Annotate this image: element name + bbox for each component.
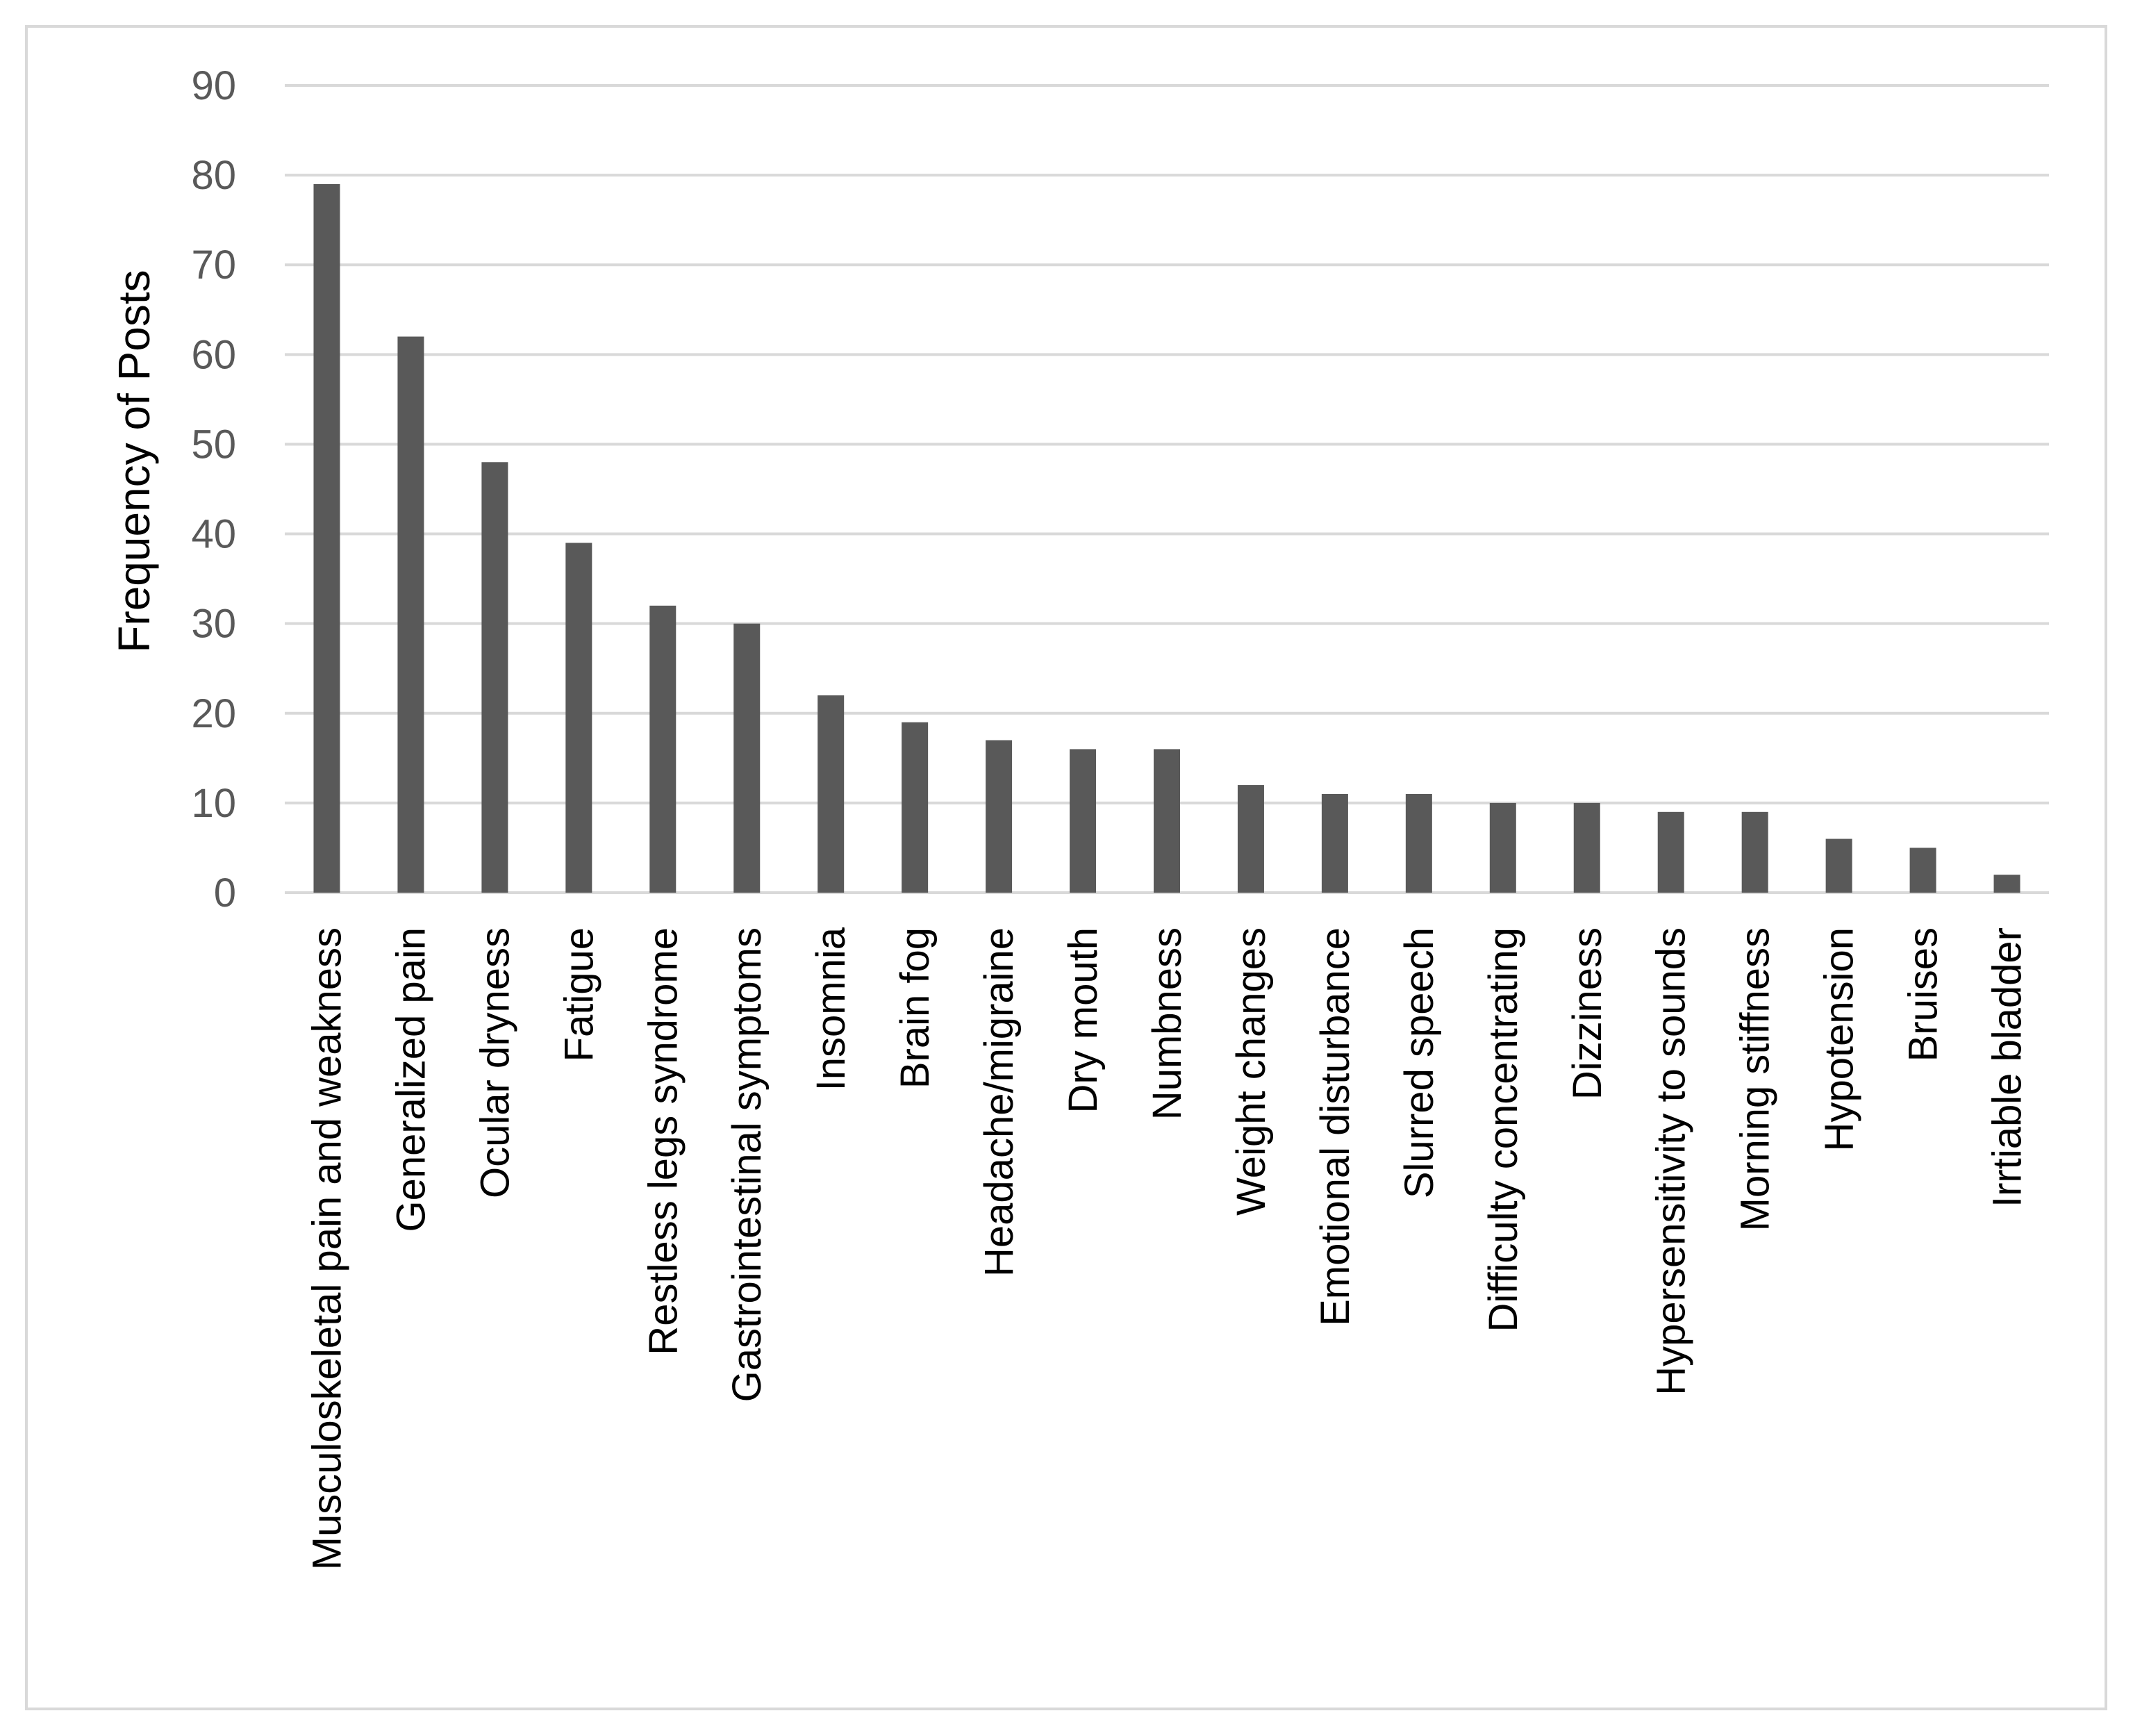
y-tick-label: 60: [191, 332, 236, 377]
x-category-label: Gastrointestinal symptoms: [724, 927, 770, 1402]
y-tick-label: 90: [191, 63, 236, 108]
x-category-label: Weight changes: [1229, 927, 1274, 1216]
bar: [649, 605, 677, 893]
bar: [1405, 793, 1432, 893]
x-category-label: Ocular dryness: [472, 927, 517, 1198]
x-category-label: Musculoskeletal pain and weakness: [304, 927, 349, 1570]
y-tick-label: 10: [191, 781, 236, 826]
x-category-label: Dizziness: [1565, 927, 1610, 1100]
x-category-label: Brain fog: [893, 927, 938, 1089]
bar: [1573, 802, 1600, 893]
y-tick-label: 40: [191, 512, 236, 557]
x-category-label: Dry mouth: [1061, 927, 1106, 1114]
bar: [733, 623, 761, 893]
bar: [1070, 749, 1097, 893]
bar: [1154, 749, 1180, 893]
bar: [1741, 811, 1768, 893]
bar: [1657, 811, 1684, 893]
bar: [1909, 848, 1936, 893]
bar: [1321, 793, 1348, 893]
y-tick-label: 20: [191, 691, 236, 736]
bars: [313, 184, 2020, 893]
x-category-label: Irrtiable bladder: [1985, 927, 2030, 1207]
bar: [481, 462, 508, 893]
y-tick-label: 30: [191, 602, 236, 647]
x-category-label: Morning stiffness: [1733, 927, 1778, 1231]
x-category-label: Insomnia: [808, 927, 854, 1091]
x-category-label: Emotional disturbance: [1313, 927, 1358, 1326]
bar: [565, 543, 592, 893]
y-tick-label: 70: [191, 242, 236, 288]
bar: [902, 722, 929, 893]
x-category-label: Numbness: [1145, 927, 1190, 1120]
bar: [817, 695, 845, 893]
x-category-label: Difficulty concentrating: [1481, 927, 1526, 1332]
x-category-label: Generalized pain: [388, 927, 433, 1232]
y-tick-label: 50: [191, 422, 236, 467]
bar: [1993, 875, 2020, 893]
x-category-label: Headache/migraine: [977, 927, 1022, 1277]
bar: [1489, 802, 1516, 893]
bar: [397, 336, 424, 893]
x-category-label: Hypersensitivity to sounds: [1649, 927, 1694, 1396]
x-category-label: Slurred speech: [1397, 927, 1442, 1198]
x-category-label: Bruises: [1901, 927, 1946, 1061]
bar: [313, 184, 340, 893]
bar: [986, 740, 1013, 893]
x-category-label: Hypotension: [1817, 927, 1862, 1151]
x-axis-labels: Musculoskeletal pain and weakness General…: [304, 927, 2030, 1570]
x-category-label: Fatigue: [556, 927, 601, 1061]
bar: [1237, 785, 1264, 893]
y-axis-ticks: 0 10 20 30 40 50 60 70 80 90: [191, 63, 236, 916]
bar: [1825, 838, 1852, 893]
y-axis-title: Frequency of Posts: [109, 270, 159, 652]
x-category-label: Restless legs syndrome: [640, 927, 686, 1355]
y-tick-label: 0: [214, 870, 236, 916]
y-tick-label: 80: [191, 153, 236, 198]
